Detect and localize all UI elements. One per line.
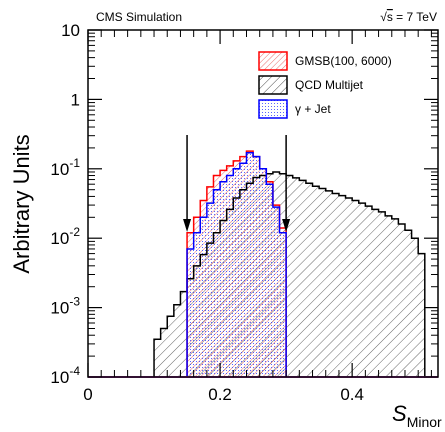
legend-label: γ + Jet xyxy=(295,102,331,116)
legend-item-qcd-multijet: QCD Multijet xyxy=(258,75,364,95)
series-outline-jet xyxy=(186,152,287,377)
x-tick-label: 0 xyxy=(83,385,92,404)
legend-label: QCD Multijet xyxy=(295,78,364,92)
x-tick-label: 0.2 xyxy=(208,385,232,404)
legend-swatch xyxy=(258,99,288,119)
header-right: √s = 7 TeV xyxy=(380,10,437,24)
cut-arrow-2 xyxy=(282,135,291,232)
x-tick-label: 0.4 xyxy=(340,385,364,404)
y-axis-title: Arbitrary Units xyxy=(9,134,34,273)
legend: GMSB(100, 6000) QCD Multijet γ + Jet xyxy=(258,51,392,119)
axis-ticks: 0 0.2 0.4 10-4 10-3 10-2 10-1 1 10 xyxy=(50,21,438,404)
y-tick-label: 10 xyxy=(61,21,80,40)
energy-text: = 7 TeV xyxy=(393,10,437,24)
x-axis-title-sub: Minor xyxy=(407,414,442,430)
series-fill-jet xyxy=(187,152,287,377)
series-jet xyxy=(187,152,287,377)
y-tick-label: 10-1 xyxy=(50,156,80,179)
legend-item-jet: γ + Jet xyxy=(258,99,331,119)
legend-swatch xyxy=(258,51,288,71)
cut-arrows xyxy=(183,135,291,232)
y-tick-label: 10-4 xyxy=(50,364,80,387)
y-tick-label: 10-2 xyxy=(50,225,80,248)
series-outline-gmsb-100-6000 xyxy=(186,150,287,377)
x-axis-title: SMinor xyxy=(392,401,442,430)
cut-arrow-1 xyxy=(183,135,192,232)
legend-swatch xyxy=(258,75,288,95)
header-left: CMS Simulation xyxy=(96,10,182,24)
y-tick-label: 10-3 xyxy=(50,295,80,318)
series-outline-qcd-multijet xyxy=(153,171,426,377)
legend-label: GMSB(100, 6000) xyxy=(295,54,392,68)
sqrt-s: s xyxy=(387,10,393,24)
histogram-layer xyxy=(88,150,438,378)
sqrt-symbol: √ xyxy=(380,10,387,24)
y-tick-label: 1 xyxy=(71,90,80,109)
legend-item-gmsb-100-6000: GMSB(100, 6000) xyxy=(258,51,392,71)
x-axis-title-main: S xyxy=(392,401,407,426)
plot-frame xyxy=(87,29,439,378)
